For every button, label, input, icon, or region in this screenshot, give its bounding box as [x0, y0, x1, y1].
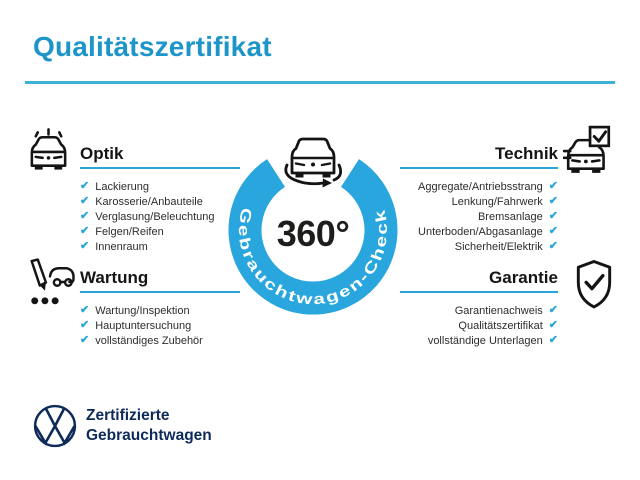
- brand-claim-line1: Zertifizierte: [86, 407, 170, 424]
- checklist: ✔ Aggregate/Antriebsstrang ✔ Lenkung/Fah…: [340, 179, 558, 254]
- item-label: Garantienachweis: [454, 304, 543, 317]
- checklist: ✔ Lackierung ✔ Karosserie/Anbauteile ✔ V…: [80, 179, 298, 254]
- checklist: ✔ Garantienachweis ✔ Qualitätszertifikat…: [340, 303, 558, 348]
- item-label: Hauptuntersuchung: [95, 319, 192, 332]
- checkmark-icon: ✔: [548, 225, 558, 238]
- list-item: ✔ Lenkung/Fahrwerk: [340, 194, 558, 209]
- item-label: Bremsanlage: [477, 210, 543, 223]
- checklist: ✔ Wartung/Inspektion ✔ Hauptuntersuchung…: [80, 303, 298, 348]
- list-item: ✔ Bremsanlage: [340, 209, 558, 224]
- section-heading: Optik: [80, 144, 124, 163]
- item-label: Lenkung/Fahrwerk: [451, 195, 543, 208]
- car-360-rotation-icon: [284, 137, 343, 188]
- item-label: Wartung/Inspektion: [95, 304, 190, 317]
- list-item: ✔ Unterboden/Abgasanlage: [340, 224, 558, 239]
- degree-label: 360°: [277, 213, 349, 254]
- shield-check-icon: [576, 260, 612, 309]
- checkmark-icon: ✔: [80, 180, 90, 193]
- service-checklist-icon: [30, 258, 75, 305]
- list-item: ✔ Felgen/Reifen: [80, 224, 298, 239]
- item-label: Lackierung: [95, 180, 150, 193]
- section-wartung: Wartung ✔ Wartung/Inspektion ✔ Hauptunte…: [80, 268, 298, 348]
- checkmark-icon: ✔: [548, 210, 558, 223]
- section-optik: Optik ✔ Lackierung ✔ Karosserie/Anbautei…: [80, 144, 298, 254]
- brand-claim-line2: Gebrauchtwagen: [86, 426, 212, 444]
- list-item: ✔ Aggregate/Antriebsstrang: [340, 179, 558, 194]
- item-label: Karosserie/Anbauteile: [95, 195, 203, 208]
- list-item: ✔ vollständige Unterlagen: [340, 333, 558, 348]
- item-label: Aggregate/Antriebsstrang: [418, 180, 543, 193]
- section-underline: [80, 167, 240, 170]
- section-underline: [400, 291, 558, 294]
- title-underline: [25, 81, 615, 84]
- checkmark-icon: ✔: [548, 334, 558, 347]
- list-item: ✔ Lackierung: [80, 179, 298, 194]
- item-label: Verglasung/Beleuchtung: [95, 210, 215, 223]
- page-title: Qualitätszertifikat: [33, 31, 272, 62]
- item-label: Innenraum: [95, 240, 148, 253]
- checkmark-icon: ✔: [548, 319, 558, 332]
- car-checkbox-icon: [563, 125, 611, 173]
- list-item: ✔ Verglasung/Beleuchtung: [80, 209, 298, 224]
- list-item: ✔ Karosserie/Anbauteile: [80, 194, 298, 209]
- list-item: ✔ Wartung/Inspektion: [80, 303, 298, 318]
- list-item: ✔ vollständiges Zubehör: [80, 333, 298, 348]
- checkmark-icon: ✔: [548, 240, 558, 253]
- list-item: ✔ Garantienachweis: [340, 303, 558, 318]
- checkmark-icon: ✔: [80, 240, 90, 253]
- checkmark-icon: ✔: [548, 195, 558, 208]
- section-technik: Technik ✔ Aggregate/Antriebsstrang ✔ Len…: [340, 144, 558, 254]
- checkmark-icon: ✔: [548, 180, 558, 193]
- section-heading: Garantie: [489, 268, 558, 287]
- item-label: vollständiges Zubehör: [95, 334, 203, 347]
- item-label: Qualitätszertifikat: [458, 319, 543, 332]
- section-heading: Technik: [495, 144, 558, 163]
- item-label: Felgen/Reifen: [95, 225, 164, 238]
- brand-claim: Zertifizierte Gebrauchtwagen: [86, 406, 212, 445]
- vw-logo: [33, 404, 77, 448]
- checkmark-icon: ✔: [80, 304, 90, 317]
- checkmark-icon: ✔: [80, 195, 90, 208]
- badge-360-check: Gebrauchtwagen-Check 360°: [228, 137, 398, 315]
- section-underline: [400, 167, 558, 170]
- list-item: ✔ Sicherheit/Elektrik: [340, 239, 558, 254]
- item-label: Unterboden/Abgasanlage: [418, 225, 543, 238]
- section-garantie: Garantie ✔ Garantienachweis ✔ Qualitätsz…: [340, 268, 558, 348]
- section-heading: Wartung: [80, 268, 149, 287]
- list-item: ✔ Innenraum: [80, 239, 298, 254]
- checkmark-icon: ✔: [548, 304, 558, 317]
- item-label: vollständige Unterlagen: [427, 334, 543, 347]
- checkmark-icon: ✔: [80, 319, 90, 332]
- section-underline: [80, 291, 240, 294]
- item-label: Sicherheit/Elektrik: [454, 240, 543, 253]
- car-shine-icon: [30, 128, 67, 170]
- list-item: ✔ Qualitätszertifikat: [340, 318, 558, 333]
- badge-ring: [228, 159, 398, 315]
- checkmark-icon: ✔: [80, 334, 90, 347]
- list-item: ✔ Hauptuntersuchung: [80, 318, 298, 333]
- checkmark-icon: ✔: [80, 225, 90, 238]
- checkmark-icon: ✔: [80, 210, 90, 223]
